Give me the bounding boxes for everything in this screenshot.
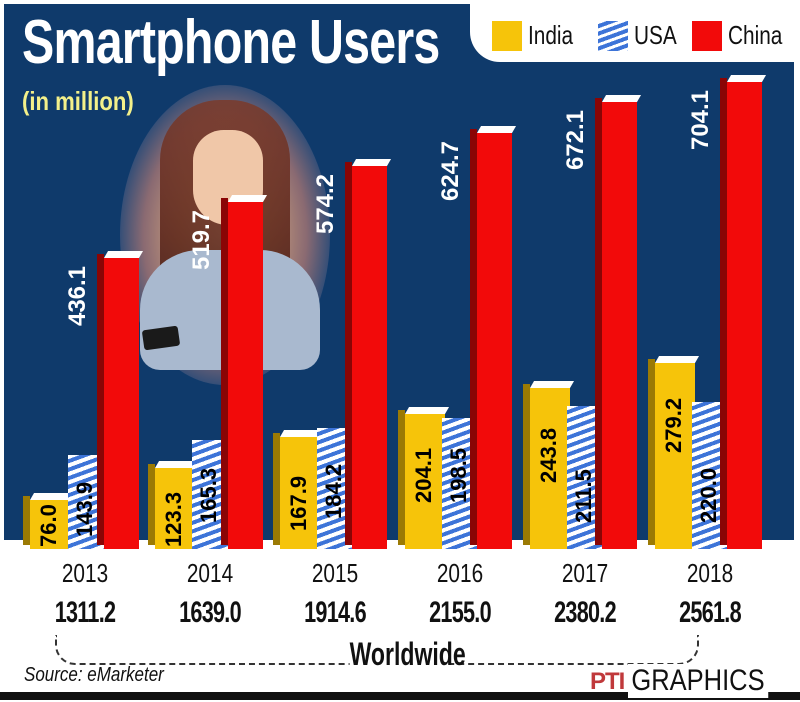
bar-india-2017: 243.8: [523, 381, 575, 549]
usa-swatch-icon: [598, 20, 628, 51]
bar-india-2016: 204.1: [398, 407, 450, 549]
x-tick-2018: 2018: [686, 558, 734, 588]
bar-china-2018: 704.1: [686, 75, 767, 549]
bar-india-2015: 167.9: [273, 430, 325, 549]
china-swatch-icon: [692, 20, 722, 51]
legend-label: China: [728, 20, 783, 50]
legend-item-india: India: [492, 20, 584, 51]
bar-value: 704.1: [686, 89, 714, 151]
india-swatch-icon: [492, 20, 522, 51]
x-tick-2013: 2013: [61, 558, 109, 588]
graphics-credit: GRAPHICS: [628, 664, 768, 698]
bar-china-2017: 672.1: [561, 95, 642, 549]
bar-china-2013: 436.1: [63, 251, 144, 549]
worldwide-total-2017: 2380.2: [554, 596, 616, 629]
legend-label: USA: [634, 20, 677, 50]
x-tick-2015: 2015: [311, 558, 359, 588]
bar-value: 436.1: [63, 265, 91, 327]
bar-value: 279.2: [661, 397, 686, 453]
bar-value: 672.1: [561, 109, 589, 171]
bar-value: 198.5: [446, 447, 471, 503]
bottom-rule: [0, 692, 800, 700]
bar-value: 519.7: [187, 209, 215, 271]
worldwide-total-2015: 1914.6: [304, 596, 366, 629]
worldwide-label: Worldwide: [349, 636, 466, 673]
chart-title: Smartphone Users: [22, 8, 440, 77]
bar-value: 204.1: [411, 447, 436, 503]
bar-value: 123.3: [161, 491, 186, 547]
bar-value: 76.0: [36, 504, 61, 547]
bar-value: 243.8: [536, 427, 561, 483]
bar-value: 165.3: [196, 467, 221, 523]
bar-india-2013: 76.0: [23, 493, 75, 549]
bar-value: 167.9: [286, 475, 311, 531]
bar-china-2014: 519.7: [187, 195, 268, 549]
x-tick-2014: 2014: [186, 558, 234, 588]
legend: India USA China: [470, 0, 800, 62]
pti-logo-icon: PTI: [590, 668, 625, 695]
bar-value: 184.2: [321, 463, 346, 519]
x-tick-2017: 2017: [561, 558, 609, 588]
bar-value: 624.7: [436, 140, 464, 202]
worldwide-total-2014: 1639.0: [179, 596, 241, 629]
worldwide-total-2018: 2561.8: [679, 596, 741, 629]
source-note: Source: eMarketer: [24, 664, 164, 686]
legend-label: India: [528, 20, 574, 50]
worldwide-total-2016: 2155.0: [429, 596, 491, 629]
bar-china-2016: 624.7: [436, 126, 517, 549]
bar-value: 574.2: [311, 173, 339, 235]
bar-india-2014: 123.3: [148, 461, 200, 549]
chart-subtitle: (in million): [22, 86, 134, 116]
bar-china-2015: 574.2: [311, 159, 392, 549]
legend-item-china: China: [692, 20, 796, 51]
bar-india-2018: 279.2: [648, 356, 700, 549]
bar-value: 220.0: [696, 467, 721, 523]
x-tick-2016: 2016: [436, 558, 484, 588]
worldwide-total-2013: 1311.2: [54, 596, 116, 629]
bar-value: 211.5: [571, 469, 596, 523]
bar-value: 143.9: [72, 481, 97, 537]
legend-item-usa: USA: [598, 20, 687, 51]
